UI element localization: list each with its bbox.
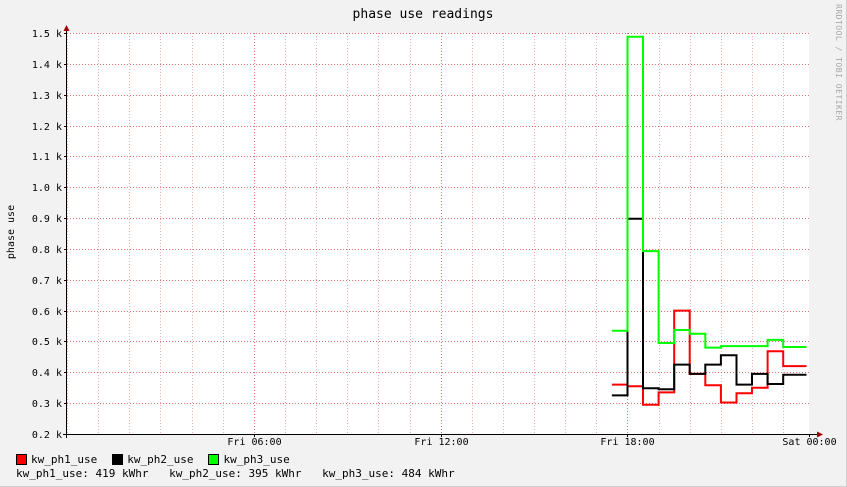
y-tick-label: 1.2 k	[32, 122, 62, 133]
series-line-1	[611, 309, 807, 406]
legend-swatch-ph2	[112, 453, 124, 465]
legend-entries: kw_ph1_use kw_ph2_use kw_ph3_use	[16, 452, 469, 466]
y-tick-label: 0.7 k	[32, 276, 62, 287]
x-tick-labels: Fri 06:00 Fri 12:00 Fri 18:00 Sat 00:00	[227, 437, 836, 448]
series-line-3	[611, 35, 807, 349]
y-tick-labels: 0.2 k 0.3 k 0.4 k 0.5 k 0.6 k 0.7 k 0.8 k 0.9 k…	[32, 29, 62, 441]
rrdtool-watermark: RRDTOOL / TOBI OETIKER	[834, 4, 843, 121]
legend-label-ph1: kw_ph1_use	[31, 452, 98, 466]
grid	[67, 33, 809, 434]
legend-item-ph1: kw_ph1_use	[16, 453, 97, 466]
summary-ph3: kw_ph3_use: 484 kWhr	[322, 467, 455, 480]
summary-ph2: kw_ph2_use: 395 kWhr	[169, 467, 302, 480]
x-tick-label: Fri 18:00	[600, 437, 654, 448]
legend-swatch-ph3	[208, 453, 220, 465]
series-line-2	[611, 217, 807, 397]
y-tick-label: 1.3 k	[32, 91, 62, 102]
series-layer	[611, 35, 807, 406]
y-tick-label: 1.1 k	[32, 152, 62, 163]
axes	[63, 25, 823, 438]
summary-ph1: kw_ph1_use: 419 kWhr	[16, 467, 149, 480]
y-tick-label: 1.5 k	[32, 29, 62, 40]
y-tick-label: 0.6 k	[32, 307, 62, 318]
y-tick-label: 1.4 k	[32, 60, 62, 71]
x-tick-label: Fri 12:00	[414, 437, 468, 448]
legend-summary: kw_ph1_use: 419 kWhr kw_ph2_use: 395 kWh…	[16, 466, 469, 481]
y-tick-label: 1.0 k	[32, 183, 62, 194]
legend-item-ph3: kw_ph3_use	[208, 452, 290, 466]
y-tick-label: 0.4 k	[32, 368, 62, 379]
y-axis-arrow	[63, 25, 70, 31]
y-tick-label: 0.8 k	[32, 245, 62, 256]
y-tick-label: 0.5 k	[32, 337, 62, 348]
y-tick-label: 0.9 k	[32, 214, 62, 225]
plot-area	[67, 33, 809, 434]
legend-label-ph2: kw_ph2_use	[127, 452, 194, 466]
legend-item-ph2: kw_ph2_use	[112, 453, 193, 466]
x-tick-label: Sat 00:00	[782, 437, 836, 448]
legend-label-ph3: kw_ph3_use	[223, 452, 290, 466]
y-tick-label: 0.2 k	[32, 430, 62, 441]
legend-swatch-ph1	[16, 453, 27, 465]
x-axis-arrow	[817, 431, 823, 438]
y-axis-label: phase use	[6, 205, 17, 259]
x-tick-label: Fri 06:00	[227, 437, 281, 448]
chart-title: phase use readings	[353, 7, 494, 22]
y-tick-label: 0.3 k	[32, 399, 62, 410]
legend: kw_ph1_use kw_ph2_use kw_ph3_use kw_ph1_…	[16, 452, 469, 481]
